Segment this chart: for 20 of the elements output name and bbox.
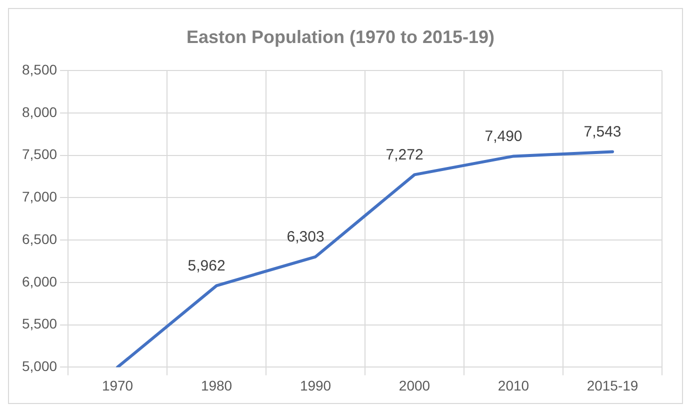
y-tick-label: 7,500 <box>22 146 58 162</box>
y-tick-label: 8,000 <box>22 104 58 120</box>
x-tick-label: 1970 <box>102 377 134 394</box>
data-label: 6,303 <box>286 228 324 246</box>
y-tick-label: 5,500 <box>22 316 58 332</box>
x-tick-label: 2010 <box>498 377 530 394</box>
data-label: 7,490 <box>484 128 522 145</box>
y-tick-label: 7,000 <box>22 188 58 205</box>
x-tick-label: 1990 <box>300 377 332 394</box>
chart-title: Easton Population (1970 to 2015-19) <box>186 26 495 47</box>
y-tick-label: 8,500 <box>22 61 58 78</box>
y-tick-label: 6,000 <box>22 273 58 290</box>
x-tick-label: 2000 <box>398 377 430 394</box>
data-label: 7,272 <box>386 146 424 164</box>
x-tick-label: 1980 <box>200 377 232 394</box>
y-tick-label: 6,500 <box>22 230 58 247</box>
y-tick-label: 5,000 <box>22 358 58 374</box>
data-label: 7,543 <box>584 123 622 140</box>
x-tick-label: 2015-19 <box>586 377 638 394</box>
data-label: 5,962 <box>188 257 226 274</box>
